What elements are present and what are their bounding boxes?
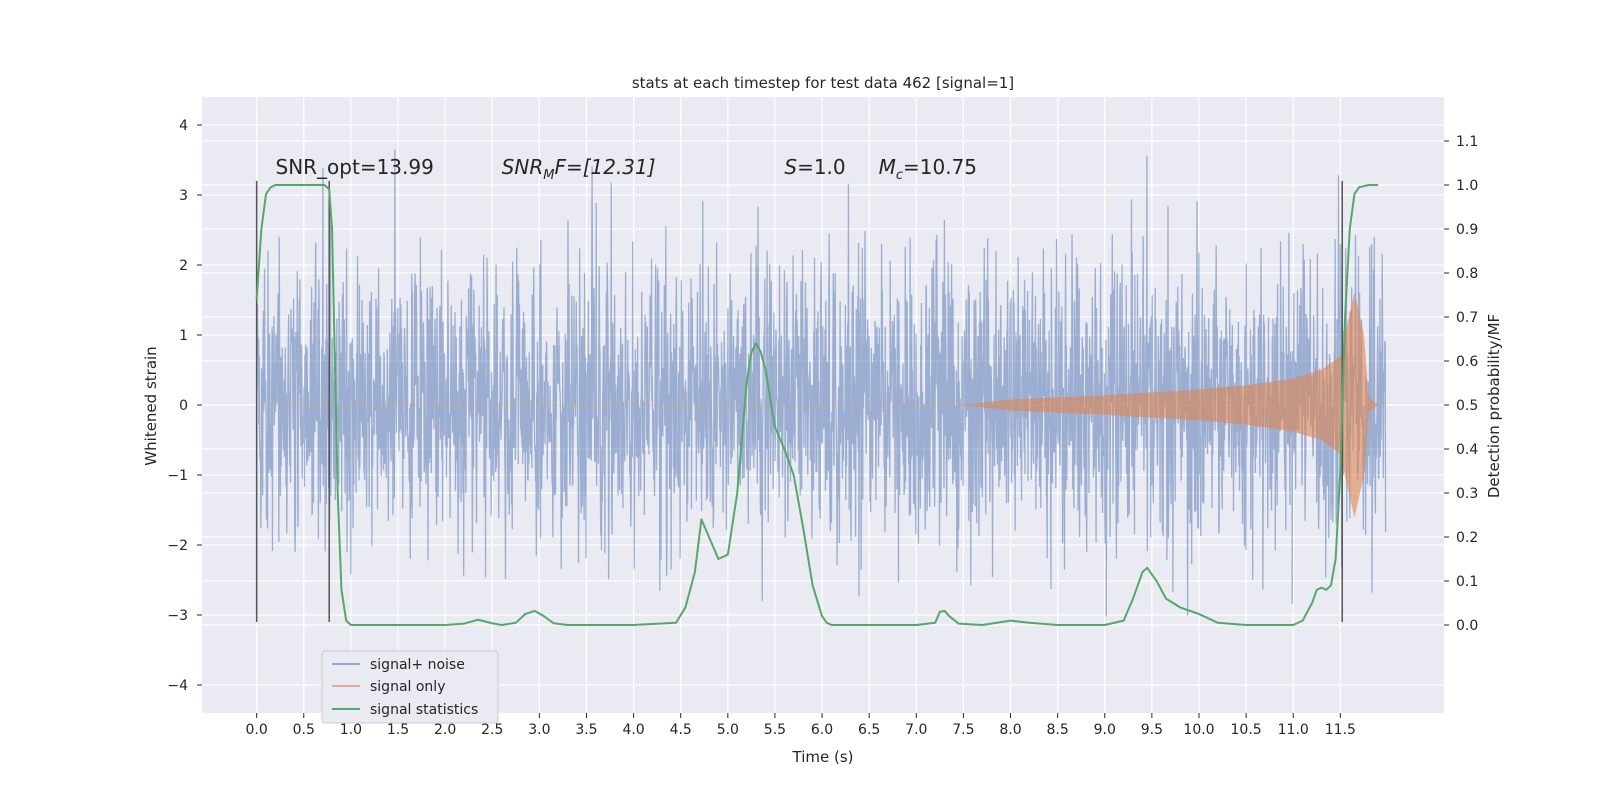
y-tick-label-left: −2: [167, 538, 188, 554]
x-tick-label: 9.5: [1141, 722, 1163, 738]
x-tick-label: 7.0: [905, 722, 927, 738]
x-tick-label: 1.5: [387, 722, 409, 738]
y-tick-label-right: 1.0: [1456, 178, 1478, 194]
x-tick-label: 8.0: [999, 722, 1021, 738]
y-tick-label-left: −1: [167, 468, 188, 484]
signal-only-series: [256, 294, 1386, 517]
y-tick-label-left: −3: [167, 608, 188, 624]
x-tick-label: 3.0: [528, 722, 550, 738]
left-y-axis-label: Whitened strain: [142, 346, 160, 465]
x-tick-label: 11.5: [1325, 722, 1356, 738]
y-tick-label-right: 0.8: [1456, 266, 1478, 282]
legend: signal+ noise signal only signal statist…: [321, 650, 499, 724]
annotations: SNR_opt=13.99 SNRMF=[12.31] S=1.0 Mc=10.75: [276, 155, 978, 183]
left-y-axis-ticks: 4 3 2 1 0 −1 −2 −3 −4: [167, 118, 202, 694]
y-tick-label-left: −4: [167, 678, 188, 694]
x-tick-label: 6.5: [858, 722, 880, 738]
legend-label-signal-noise: signal+ noise: [370, 657, 465, 673]
x-tick-label: 4.0: [622, 722, 644, 738]
right-y-axis-ticks: 1.1 1.0 0.9 0.8 0.7 0.6 0.5 0.4 0.3 0.2 0.1 0.0: [1444, 134, 1478, 634]
x-tick-label: 2.5: [481, 722, 503, 738]
y-tick-label-right: 0.7: [1456, 310, 1478, 326]
y-tick-label-right: 1.1: [1456, 134, 1478, 150]
x-tick-label: 11.0: [1278, 722, 1309, 738]
y-tick-label-right: 0.9: [1456, 222, 1478, 238]
y-tick-label-right: 0.1: [1456, 574, 1478, 590]
y-tick-label-right: 0.4: [1456, 442, 1478, 458]
x-tick-label: 3.5: [575, 722, 597, 738]
y-tick-label-left: 4: [179, 118, 188, 134]
chart-title: stats at each timestep for test data 462…: [632, 74, 1014, 92]
right-y-axis-label: Detection probability/MF: [1485, 314, 1503, 498]
x-tick-label: 5.0: [717, 722, 739, 738]
x-tick-label: 4.5: [670, 722, 692, 738]
x-tick-label: 7.5: [952, 722, 974, 738]
legend-label-signal-statistics: signal statistics: [370, 702, 478, 718]
legend-box: [321, 650, 499, 724]
x-tick-label: 10.5: [1231, 722, 1262, 738]
y-tick-label-left: 2: [179, 258, 188, 274]
legend-label-signal-only: signal only: [370, 679, 445, 695]
annotation-s: S=1.0: [784, 155, 845, 179]
y-tick-label-right: 0.3: [1456, 486, 1478, 502]
x-tick-label: 1.0: [340, 722, 362, 738]
x-tick-label: 8.5: [1047, 722, 1069, 738]
x-tick-label: 9.0: [1094, 722, 1116, 738]
y-tick-label-left: 1: [179, 328, 188, 344]
y-tick-label-right: 0.6: [1456, 354, 1478, 370]
signal-statistics-line: [255, 184, 1379, 626]
signal-statistics-series: [255, 184, 1379, 626]
annotation-mc: Mc=10.75: [879, 155, 977, 183]
x-tick-label: 5.5: [764, 722, 786, 738]
y-tick-label-left: 3: [179, 188, 188, 204]
y-tick-label-right: 0.2: [1456, 530, 1478, 546]
x-axis-label: Time (s): [792, 748, 854, 766]
x-axis-ticks: 0.0 0.5 1.0 1.5 2.0 2.5 3.0 3.5 4.0 4.5 5.0 5.5 6.0 6…: [246, 713, 1356, 738]
x-tick-label: 0.0: [246, 722, 268, 738]
annotation-snr-mf: SNRMF=[12.31]: [502, 155, 656, 183]
x-tick-label: 2.0: [434, 722, 456, 738]
annotation-snr-opt: SNR_opt=13.99: [276, 155, 434, 179]
y-tick-label-right: 0.0: [1456, 618, 1478, 634]
x-tick-label: 10.0: [1183, 722, 1214, 738]
x-tick-label: 0.5: [293, 722, 315, 738]
y-tick-label-right: 0.5: [1456, 398, 1478, 414]
y-tick-label-left: 0: [179, 398, 188, 414]
signal-only-line: [256, 294, 1386, 517]
x-tick-label: 6.0: [811, 722, 833, 738]
